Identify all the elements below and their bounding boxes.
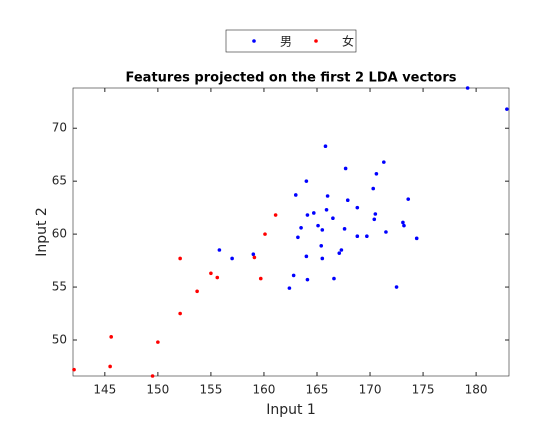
point xyxy=(465,86,470,90)
point xyxy=(72,367,76,372)
legend-marker xyxy=(252,39,256,43)
y-tick-label: 70 xyxy=(52,121,67,135)
point xyxy=(258,276,263,281)
point xyxy=(304,254,309,259)
legend-label: 男 xyxy=(280,35,292,49)
x-tick-label: 170 xyxy=(359,383,382,397)
point xyxy=(339,248,344,252)
point xyxy=(373,212,378,216)
legend-box xyxy=(225,29,357,53)
point xyxy=(109,335,113,339)
point xyxy=(287,286,292,290)
point xyxy=(263,232,267,236)
point xyxy=(384,230,388,234)
point xyxy=(178,256,182,261)
x-tick-label: 145 xyxy=(93,383,116,397)
point xyxy=(150,374,155,378)
y-axis-label: Input 2 xyxy=(34,207,50,257)
x-tick-label: 155 xyxy=(199,383,222,397)
point xyxy=(215,275,220,280)
point xyxy=(178,311,182,316)
point xyxy=(343,166,348,171)
y-tick-label: 55 xyxy=(52,280,67,294)
point xyxy=(156,340,160,344)
x-tick-label: 175 xyxy=(412,383,435,397)
point xyxy=(195,289,199,294)
point xyxy=(273,213,278,217)
point xyxy=(230,256,234,261)
point xyxy=(402,223,406,228)
x-axis-label: Input 1 xyxy=(266,402,316,418)
x-tick-label: 150 xyxy=(146,383,169,397)
point xyxy=(365,234,369,239)
y-tick-label: 60 xyxy=(52,227,67,241)
point xyxy=(355,205,360,210)
point xyxy=(299,225,303,230)
point xyxy=(332,276,336,281)
point xyxy=(372,217,377,222)
point xyxy=(323,144,328,149)
point xyxy=(355,234,360,239)
point xyxy=(374,171,379,176)
point xyxy=(296,235,300,240)
point xyxy=(305,277,310,282)
point xyxy=(320,228,325,232)
point xyxy=(337,251,342,255)
point xyxy=(342,227,347,231)
point xyxy=(414,236,419,241)
legend-label: 女 xyxy=(342,34,354,49)
y-tick-label: 50 xyxy=(52,333,67,347)
point xyxy=(291,273,296,278)
point xyxy=(394,285,399,289)
y-tick-label: 65 xyxy=(52,174,67,188)
point xyxy=(319,243,324,248)
point xyxy=(312,211,316,215)
point xyxy=(293,193,298,197)
chart-title: Features projected on the first 2 LDA ve… xyxy=(126,71,457,86)
point xyxy=(331,216,335,221)
x-tick-label: 165 xyxy=(306,383,329,397)
point xyxy=(304,179,309,183)
point xyxy=(252,255,257,260)
point xyxy=(505,107,509,111)
point xyxy=(324,207,329,212)
point xyxy=(371,186,376,191)
point xyxy=(108,364,112,369)
point xyxy=(406,197,411,201)
point xyxy=(316,223,320,228)
point xyxy=(345,198,350,203)
point xyxy=(382,160,386,164)
point xyxy=(209,271,213,276)
point xyxy=(217,248,222,252)
point xyxy=(305,213,310,217)
point xyxy=(401,220,405,225)
legend-marker xyxy=(314,39,318,43)
plot-area xyxy=(72,87,510,377)
point xyxy=(320,256,325,261)
x-tick-label: 180 xyxy=(465,383,488,397)
x-tick-label: 160 xyxy=(252,383,275,397)
point xyxy=(325,194,330,198)
point xyxy=(251,252,256,257)
